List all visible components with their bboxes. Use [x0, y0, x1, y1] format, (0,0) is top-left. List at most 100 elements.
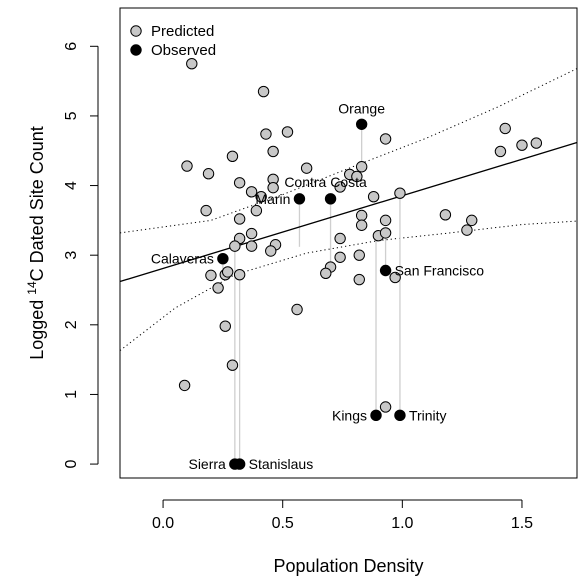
predicted-point	[353, 273, 365, 286]
x-axis-label: Population Density	[273, 556, 423, 576]
predicted-point	[202, 168, 215, 180]
confidence-band-lower	[119, 220, 578, 351]
annotation-trinity: Trinity	[409, 407, 447, 423]
predicted-point	[291, 303, 303, 316]
y-tick-label: 6	[63, 42, 80, 51]
predicted-point	[355, 219, 368, 231]
confidence-band	[119, 68, 578, 351]
predicted-point	[300, 162, 313, 174]
observed-point	[233, 458, 246, 470]
annotation-kings: Kings	[332, 407, 367, 423]
annotation-orange: Orange	[338, 100, 385, 116]
predicted-point	[461, 224, 473, 236]
observed-point	[324, 193, 337, 205]
predicted-point	[219, 320, 231, 332]
observed-point	[217, 252, 229, 265]
annotation-marin: Marin	[255, 191, 290, 207]
y-tick-label: 0	[63, 460, 80, 469]
predicted-point	[499, 122, 511, 135]
predicted-point	[267, 181, 279, 194]
predicted-point	[353, 249, 365, 261]
y-axis-label-superscript: 14	[25, 281, 39, 295]
x-tick-label: 0.5	[272, 515, 294, 532]
predicted-point	[212, 282, 224, 294]
observed-point	[293, 193, 306, 205]
predicted-point	[334, 251, 346, 263]
x-tick-label: 1.0	[391, 515, 413, 532]
predicted-point	[334, 181, 346, 193]
predicted-point	[257, 85, 270, 98]
legend: Predicted Observed	[130, 23, 216, 59]
y-axis-label: Logged 14C Dated Site Count	[25, 126, 47, 360]
predicted-point	[178, 379, 191, 392]
predicted-point	[516, 139, 528, 151]
legend-symbol-observed	[130, 44, 142, 56]
predicted-point	[379, 214, 392, 227]
predicted-point	[233, 177, 246, 189]
regression-line-group	[119, 141, 578, 283]
predicted-point	[255, 190, 267, 203]
x-tick-label: 0.0	[152, 515, 174, 532]
observed-point	[394, 409, 406, 422]
predicted-point	[221, 266, 234, 278]
predicted-point	[394, 187, 406, 199]
predicted-point	[205, 269, 217, 282]
predicted-point	[439, 209, 452, 221]
observed-point	[379, 264, 392, 277]
predicted-point	[186, 58, 198, 70]
predicted-point	[379, 133, 392, 145]
y-tick-label: 1	[63, 390, 80, 399]
x-axis: 0.0 0.5 1.0 1.5	[152, 499, 533, 532]
annotation-contra-costa: Contra Costa	[284, 174, 367, 190]
legend-label-predicted: Predicted	[151, 23, 214, 40]
predicted-point	[265, 245, 277, 257]
legend-label-observed: Observed	[151, 42, 216, 59]
y-axis-label-suffix: C Dated Site Count	[27, 126, 47, 281]
predicted-point	[379, 227, 392, 239]
predicted-point	[466, 214, 478, 227]
y-axis-label-prefix: Logged	[27, 295, 47, 360]
predicted-point	[200, 204, 212, 217]
predicted-point	[320, 267, 332, 279]
predicted-point	[229, 240, 241, 252]
y-tick-label: 3	[63, 251, 80, 260]
observed-point	[355, 118, 368, 130]
annotation-san-francisco: San Francisco	[395, 263, 485, 279]
confidence-band-upper	[119, 68, 578, 234]
predicted-point	[355, 161, 368, 173]
predicted-point	[267, 145, 279, 158]
legend-symbol-predicted	[130, 25, 142, 37]
predicted-point	[334, 232, 346, 245]
residual-connectors	[222, 124, 401, 465]
predicted-point	[245, 186, 258, 198]
predicted-point	[245, 240, 258, 252]
y-tick-label: 2	[63, 320, 80, 329]
predicted-point	[226, 150, 239, 163]
predicted-point	[351, 170, 363, 183]
predicted-point	[226, 359, 239, 371]
predicted-point	[250, 204, 263, 217]
predicted-point	[281, 126, 294, 138]
data-points	[178, 58, 543, 470]
x-tick-label: 1.5	[511, 515, 533, 532]
predicted-point	[260, 128, 272, 140]
annotation-calaveras: Calaveras	[151, 251, 214, 267]
annotation-sierra: Sierra	[188, 456, 226, 472]
predicted-point	[181, 160, 193, 172]
predicted-point	[367, 190, 380, 203]
regression-line	[119, 141, 578, 283]
predicted-point	[379, 401, 392, 413]
predicted-point	[530, 137, 543, 149]
y-axis: 0 1 2 3 4 5 6	[63, 42, 99, 469]
predicted-point	[355, 209, 368, 222]
predicted-point	[233, 268, 246, 281]
y-tick-label: 4	[63, 181, 80, 190]
y-tick-label: 5	[63, 111, 80, 120]
predicted-point	[494, 145, 507, 158]
predicted-point	[233, 213, 246, 225]
predicted-point	[245, 227, 258, 240]
annotation-stanislaus: Stanislaus	[249, 456, 314, 472]
observed-point	[370, 409, 382, 422]
